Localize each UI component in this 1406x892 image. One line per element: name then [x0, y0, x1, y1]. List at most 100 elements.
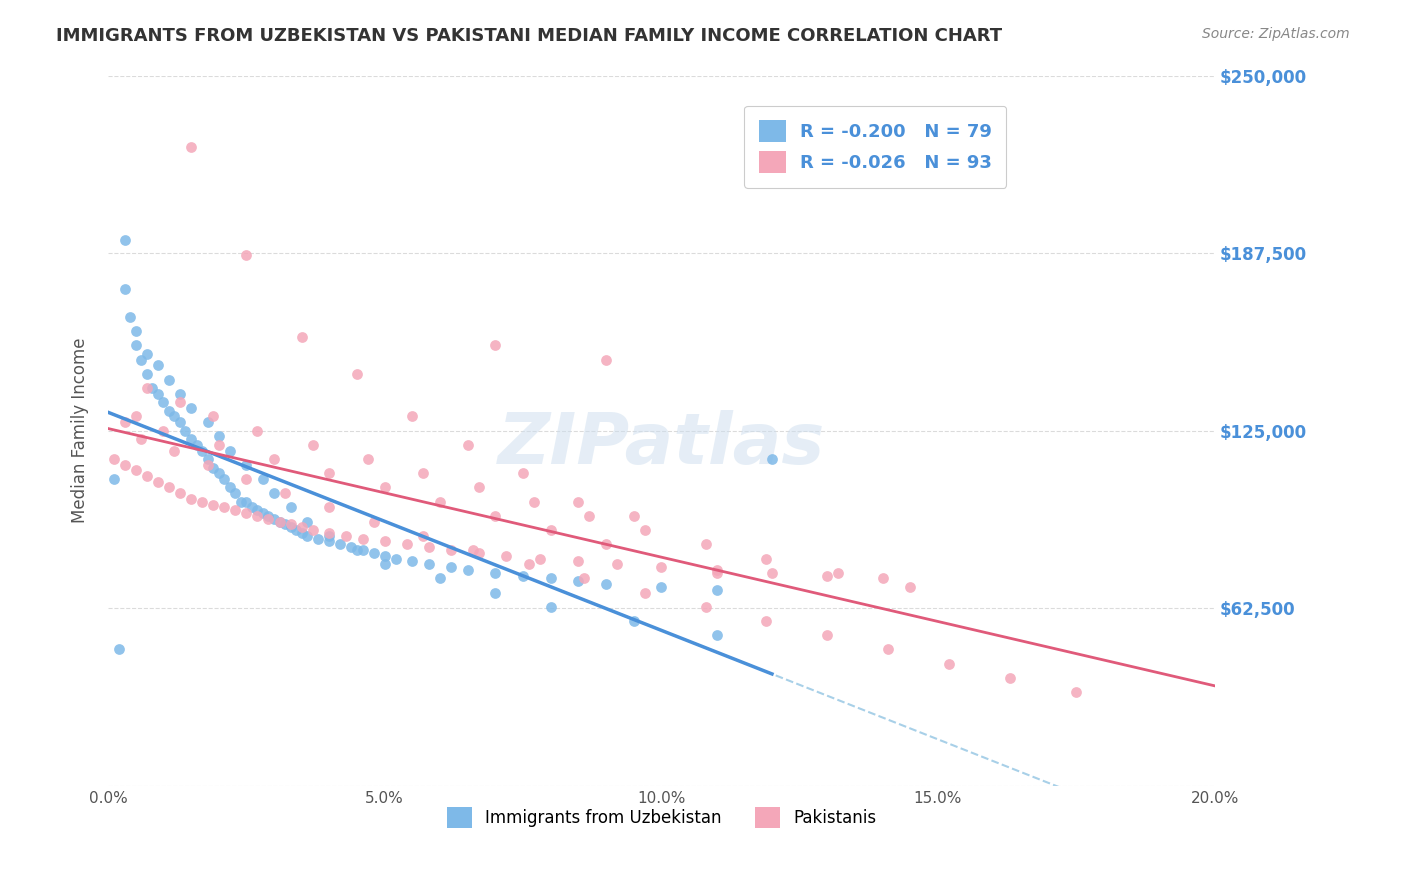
Point [374, 557, 396, 571]
Point [401, 554, 423, 568]
Point [706, 582, 728, 597]
Point [318, 534, 340, 549]
Point [124, 324, 146, 338]
Point [512, 467, 534, 481]
Point [335, 529, 357, 543]
Point [291, 520, 314, 534]
Point [401, 409, 423, 424]
Point [114, 415, 136, 429]
Point [440, 543, 463, 558]
Point [135, 347, 157, 361]
Point [124, 463, 146, 477]
Point [240, 500, 263, 515]
Point [280, 500, 302, 515]
Point [301, 523, 323, 537]
Point [318, 529, 340, 543]
Point [540, 523, 562, 537]
Point [108, 642, 131, 657]
Point [898, 580, 921, 594]
Point [291, 525, 314, 540]
Point [246, 503, 269, 517]
Point [103, 472, 125, 486]
Point [877, 642, 900, 657]
Point [157, 480, 180, 494]
Point [257, 508, 280, 523]
Point [363, 515, 385, 529]
Point [418, 557, 440, 571]
Point [755, 551, 778, 566]
Point [346, 543, 368, 558]
Point [761, 566, 783, 580]
Point [634, 585, 657, 599]
Point [212, 472, 235, 486]
Point [269, 515, 291, 529]
Point [318, 500, 340, 515]
Point [318, 525, 340, 540]
Point [152, 395, 174, 409]
Point [146, 386, 169, 401]
Point [567, 574, 589, 589]
Point [263, 512, 285, 526]
Point [755, 614, 778, 628]
Point [374, 480, 396, 494]
Point [595, 577, 617, 591]
Point [650, 580, 672, 594]
Point [224, 486, 246, 500]
Point [114, 458, 136, 472]
Point [484, 338, 506, 352]
Point [212, 500, 235, 515]
Point [235, 247, 257, 261]
Point [146, 359, 169, 373]
Point [135, 381, 157, 395]
Y-axis label: Median Family Income: Median Family Income [72, 338, 89, 524]
Point [129, 352, 152, 367]
Point [429, 571, 451, 585]
Point [124, 338, 146, 352]
Point [114, 282, 136, 296]
Point [157, 372, 180, 386]
Point [484, 566, 506, 580]
Point [384, 551, 406, 566]
Point [169, 386, 191, 401]
Point [938, 657, 960, 671]
Point [280, 517, 302, 532]
Point [202, 409, 225, 424]
Point [291, 330, 314, 344]
Point [495, 549, 517, 563]
Point [191, 494, 214, 508]
Point [202, 498, 225, 512]
Point [146, 475, 169, 489]
Point [815, 628, 838, 642]
Point [295, 529, 318, 543]
Point [280, 520, 302, 534]
Point [815, 568, 838, 582]
Point [224, 503, 246, 517]
Point [578, 508, 600, 523]
Point [208, 467, 231, 481]
Point [706, 566, 728, 580]
Point [329, 537, 352, 551]
Point [606, 557, 628, 571]
Point [202, 460, 225, 475]
Point [295, 515, 318, 529]
Point [163, 443, 186, 458]
Point [152, 424, 174, 438]
Point [467, 480, 489, 494]
Point [135, 367, 157, 381]
Point [208, 429, 231, 443]
Point [218, 480, 240, 494]
Point [484, 508, 506, 523]
Point [706, 563, 728, 577]
Point [274, 486, 297, 500]
Point [650, 560, 672, 574]
Point [229, 494, 252, 508]
Point [623, 614, 645, 628]
Point [567, 554, 589, 568]
Text: ZIPatlas: ZIPatlas [498, 410, 825, 479]
Point [595, 537, 617, 551]
Point [120, 310, 142, 324]
Point [429, 494, 451, 508]
Point [257, 512, 280, 526]
Point [252, 472, 274, 486]
Point [363, 546, 385, 560]
